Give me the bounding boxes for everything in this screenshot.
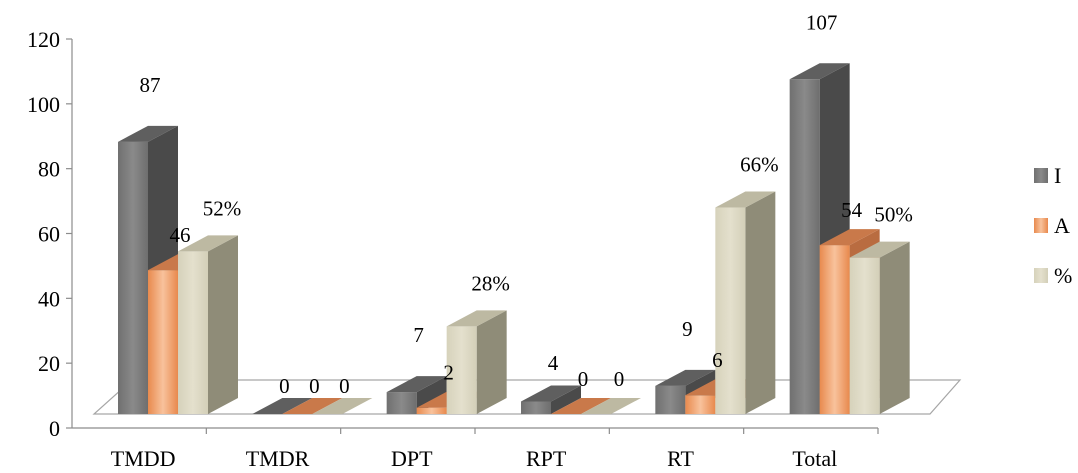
bar-front	[148, 270, 178, 414]
bar-top	[521, 385, 581, 402]
bar-top	[849, 241, 910, 258]
legend-item-series-a[interactable]: A	[1034, 213, 1070, 238]
bar-front	[416, 407, 447, 414]
data-label-series-a: 6	[712, 348, 723, 372]
data-label-series-percent: 0	[339, 374, 350, 398]
bar-front	[446, 326, 477, 414]
bar-top	[312, 398, 373, 414]
x-tick-label: RPT	[526, 446, 567, 471]
bar-top	[551, 398, 611, 414]
data-label-series-i: 0	[279, 374, 290, 398]
y-tick-label: 0	[49, 416, 60, 441]
data-label-series-a: 54	[841, 198, 863, 222]
bar-front	[178, 251, 208, 414]
bar-series-i-tmdr	[252, 398, 313, 414]
bar-series-percent-rt	[715, 191, 776, 414]
bar-side	[476, 310, 507, 414]
bar-series-percent-tmdd	[178, 235, 238, 414]
y-tick-label: 120	[27, 27, 60, 52]
bar-top	[581, 398, 641, 414]
bar-side	[879, 241, 910, 414]
bar-top	[252, 398, 313, 414]
data-label-series-percent: 52%	[203, 196, 242, 220]
bar-series-percent-rpt	[581, 398, 641, 414]
bar-front	[715, 207, 746, 414]
bar-top	[655, 369, 716, 386]
legend-swatch	[1034, 218, 1048, 233]
bar-top	[178, 235, 238, 252]
data-label-series-a: 46	[170, 223, 191, 247]
bar-series-percent-total	[849, 241, 910, 414]
data-label-series-a: 2	[443, 361, 454, 385]
legend-item-series-percent[interactable]: %	[1034, 263, 1072, 288]
bar-top	[789, 63, 850, 80]
bar-front	[118, 141, 148, 414]
data-label-series-i: 9	[682, 317, 693, 341]
data-label-series-i: 87	[140, 73, 161, 97]
data-label-series-a: 0	[578, 367, 589, 391]
legend-item-series-i[interactable]: I	[1034, 163, 1061, 188]
bar-series-i-rpt	[521, 385, 581, 414]
bar-series-a-rpt	[551, 398, 611, 414]
data-label-series-percent: 0	[614, 367, 625, 391]
data-label-series-i: 7	[413, 323, 424, 347]
bar-series-percent-tmdr	[312, 398, 373, 414]
x-tick-label: TMDR	[246, 446, 310, 471]
y-tick-label: 80	[38, 157, 60, 182]
bar-front	[521, 401, 551, 414]
legend-label: A	[1054, 213, 1070, 238]
x-tick-label: RT	[667, 446, 694, 471]
x-tick-label: TMDD	[111, 446, 176, 471]
bar-front	[685, 395, 716, 414]
data-label-series-i: 107	[806, 10, 838, 34]
bar-front	[819, 245, 850, 414]
y-tick-label: 40	[38, 286, 60, 311]
bars	[118, 63, 910, 414]
bar-front	[789, 79, 820, 414]
y-tick-label: 20	[38, 351, 60, 376]
data-label-series-percent: 28%	[471, 271, 510, 295]
bar-front	[655, 385, 686, 414]
bar-front	[386, 392, 417, 414]
legend-label: I	[1054, 163, 1061, 188]
bar-top	[819, 229, 880, 246]
data-label-series-i: 4	[548, 351, 559, 375]
bar-front	[849, 257, 880, 414]
bar-top	[118, 125, 178, 142]
bar-side	[208, 235, 238, 414]
legend-swatch	[1034, 268, 1048, 283]
data-label-series-percent: 66%	[740, 153, 779, 177]
bar-side	[551, 385, 581, 414]
x-tick-label: DPT	[391, 446, 433, 471]
data-label-series-a: 0	[309, 374, 320, 398]
data-label-series-percent: 50%	[874, 203, 913, 227]
bar-top	[715, 191, 776, 208]
bar-series-percent-dpt	[446, 310, 507, 414]
x-tick-label: Total	[792, 446, 837, 471]
bar-side	[745, 191, 776, 414]
bar-top	[386, 376, 447, 393]
legend[interactable]: IA%	[1034, 163, 1072, 288]
bar-series-a-tmdr	[282, 398, 343, 414]
legend-swatch	[1034, 168, 1048, 183]
bar-top	[282, 398, 343, 414]
y-tick-label: 100	[27, 92, 60, 117]
bar-top	[446, 310, 507, 327]
y-tick-label: 60	[38, 222, 60, 247]
legend-label: %	[1054, 263, 1072, 288]
